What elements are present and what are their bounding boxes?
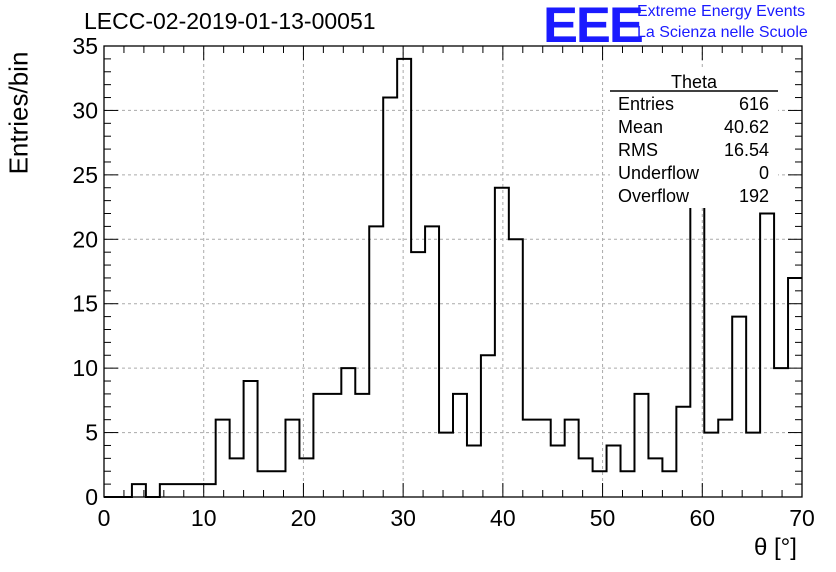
x-tick-label: 20 <box>291 505 317 531</box>
y-tick-label: 20 <box>72 226 98 252</box>
y-tick-label: 0 <box>85 484 98 510</box>
stats-row-label: Entries <box>618 94 674 114</box>
stats-row-value: 192 <box>739 186 769 206</box>
x-tick-label: 60 <box>689 505 715 531</box>
histogram-step-line <box>104 57 802 498</box>
axis-tick-labels: 0 10 20 30 40 50 60 70 0 5 10 15 20 25 30 35 <box>72 33 814 531</box>
y-tick-label: 10 <box>72 355 98 381</box>
y-tick-label: 30 <box>72 97 98 123</box>
y-tick-label: 25 <box>72 162 98 188</box>
x-tick-label: 50 <box>590 505 616 531</box>
x-axis-label: θ [°] <box>754 534 797 561</box>
stats-box-background <box>610 70 778 208</box>
stats-row-value: 40.62 <box>724 117 769 137</box>
x-tick-label: 70 <box>789 505 815 531</box>
plot-frame <box>103 45 803 498</box>
x-tick-label: 30 <box>390 505 416 531</box>
logo-line-2: La Scienza nelle Scuole <box>637 24 808 41</box>
stats-row-label: RMS <box>618 140 658 160</box>
y-tick-label: 35 <box>72 33 98 59</box>
x-tick-label: 10 <box>191 505 217 531</box>
chart-title: LECC-02-2019-01-13-00051 <box>84 8 376 34</box>
eee-logo: EEE <box>543 0 644 53</box>
stats-row-label: Overflow <box>618 186 690 206</box>
stats-box-name: Theta <box>671 72 718 92</box>
stats-row-value: 0 <box>759 163 769 183</box>
stats-row-value: 16.54 <box>724 140 769 160</box>
logo-line-1: Extreme Energy Events <box>637 3 806 20</box>
x-tick-label: 0 <box>98 505 111 531</box>
y-tick-label: 15 <box>72 291 98 317</box>
stats-row-value: 616 <box>739 94 769 114</box>
x-tick-label: 40 <box>490 505 516 531</box>
y-axis-label: Entries/bin <box>3 51 34 175</box>
y-tick-label: 5 <box>85 420 98 446</box>
stats-row-label: Underflow <box>618 163 700 183</box>
stats-row-label: Mean <box>618 117 663 137</box>
